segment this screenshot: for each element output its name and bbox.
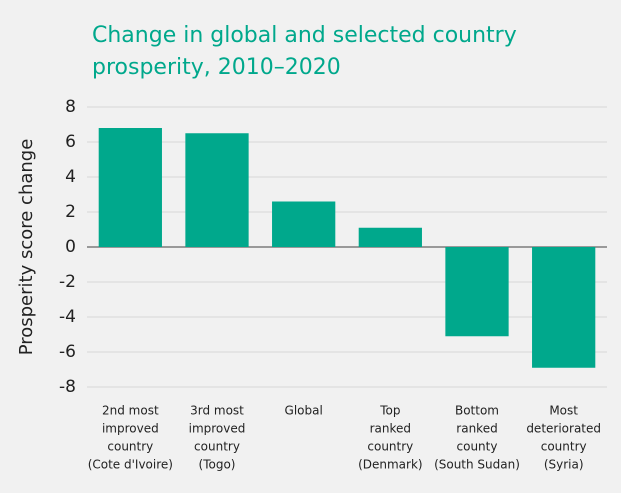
chart-title: Change in global and selected country pr… [92, 23, 517, 80]
x-tick-label: Global [285, 404, 323, 418]
x-tick-label: 3rd most [190, 404, 244, 418]
x-tick-label: deteriorated [526, 422, 601, 436]
x-tick-label: improved [189, 422, 246, 436]
bar [272, 201, 336, 247]
x-tick-label: (Togo) [199, 458, 236, 472]
x-tick-label: improved [102, 422, 159, 436]
y-tick-label: -2 [59, 272, 76, 292]
y-tick-label: -4 [59, 307, 76, 327]
bar [98, 128, 162, 247]
x-tick-label: ranked [370, 422, 411, 436]
x-tick-label: ranked [456, 422, 497, 436]
x-tick-label: (Syria) [544, 458, 584, 472]
x-tick-label: Top [379, 404, 400, 418]
x-tick-label: county [457, 440, 498, 454]
x-tick-label: country [367, 440, 413, 454]
y-tick-label: 0 [65, 237, 76, 257]
bar [532, 247, 596, 368]
bar [185, 133, 249, 247]
y-tick-label: 2 [65, 202, 76, 222]
x-tick-label: 2nd most [102, 404, 159, 418]
x-tick-label: country [194, 440, 240, 454]
x-tick-label: Bottom [455, 404, 499, 418]
y-tick-label: -6 [59, 342, 76, 362]
x-tick-label: (South Sudan) [434, 458, 520, 472]
x-tick-label: country [107, 440, 153, 454]
x-tick-label: (Denmark) [358, 458, 423, 472]
y-tick-label: -8 [59, 377, 76, 397]
bar [445, 247, 509, 337]
y-tick-label: 4 [65, 167, 76, 187]
x-tick-label: Most [549, 404, 578, 418]
y-tick-label: 6 [65, 132, 76, 152]
y-axis-label: Prosperity score change [16, 139, 37, 356]
x-tick-label: (Cote d'Ivoire) [88, 458, 173, 472]
y-tick-label: 8 [65, 97, 76, 117]
x-tick-label: country [541, 440, 587, 454]
bar [358, 227, 422, 247]
